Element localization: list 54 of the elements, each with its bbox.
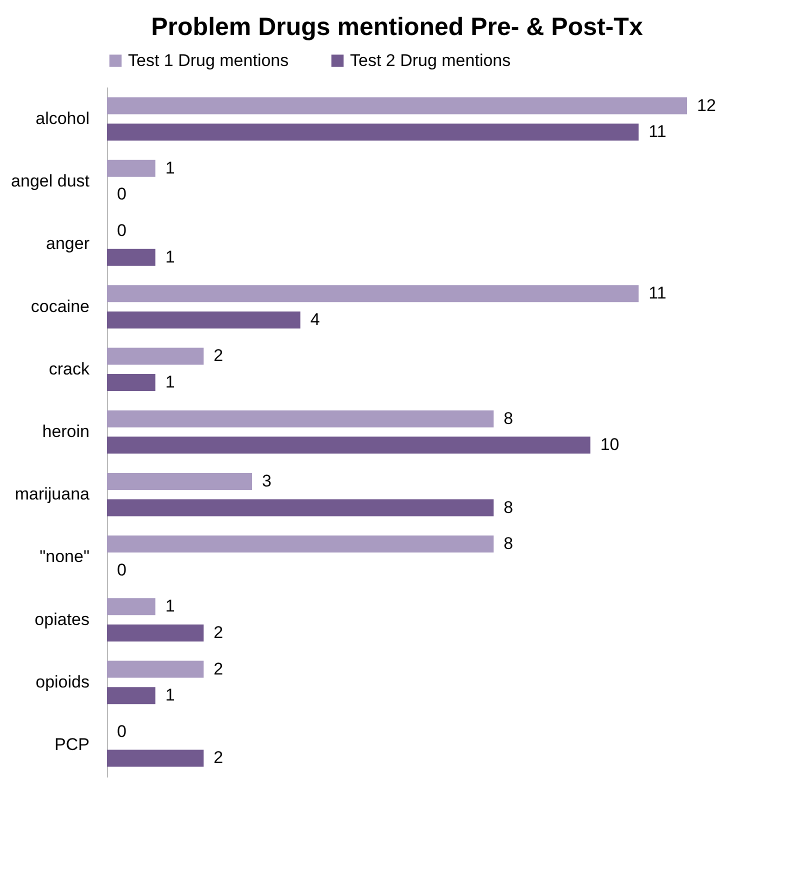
data-label: 2: [214, 346, 224, 366]
y-tick-label: PCP: [54, 735, 90, 754]
bar: [107, 374, 156, 392]
data-label: 12: [697, 96, 716, 115]
bar: [107, 311, 300, 328]
y-tick-label: alcohol: [36, 108, 90, 128]
data-label: 11: [648, 122, 666, 142]
bar: [107, 97, 687, 114]
bar: [107, 750, 204, 767]
bar: [107, 624, 204, 642]
data-label: 8: [504, 534, 514, 554]
data-label: 3: [262, 471, 272, 490]
bar: [107, 598, 156, 616]
bar: [107, 687, 156, 704]
y-tick-label: "none": [40, 547, 90, 566]
legend-label: Test 2 Drug mentions: [350, 50, 511, 70]
data-label: 0: [117, 220, 126, 240]
bar: [107, 124, 639, 141]
bar: [107, 536, 494, 553]
data-label: 1: [165, 686, 175, 705]
bar: [107, 660, 204, 678]
data-label: 0: [117, 722, 126, 741]
legend-label: Test 1 Drug mentions: [128, 50, 289, 70]
chart-title: Problem Drugs mentioned Pre- & Post-Tx: [151, 13, 643, 41]
y-tick-label: crack: [48, 359, 90, 378]
bar: [107, 160, 156, 177]
data-label: 2: [214, 623, 224, 642]
data-label: 10: [600, 435, 620, 454]
data-label: 1: [165, 247, 175, 266]
bar: [107, 348, 204, 365]
y-tick-label: opioids: [36, 672, 90, 692]
y-tick-label: marijuana: [14, 484, 90, 504]
y-tick-label: anger: [46, 234, 90, 254]
bar: [107, 410, 494, 428]
data-label: 1: [165, 158, 175, 178]
data-label: 0: [117, 560, 126, 580]
data-label: 8: [504, 498, 514, 517]
bar: [107, 248, 156, 266]
data-label: 2: [214, 748, 224, 768]
data-label: 11: [648, 284, 666, 303]
bar: [107, 499, 494, 516]
data-label: 1: [165, 372, 175, 392]
y-tick-label: opiates: [34, 610, 90, 629]
data-label: 4: [310, 310, 320, 329]
data-label: 0: [117, 184, 126, 204]
y-tick-label: heroin: [42, 422, 90, 441]
y-tick-label: angel dust: [11, 172, 90, 191]
data-label: 8: [504, 408, 514, 428]
bar: [107, 472, 252, 490]
bar: [107, 285, 639, 302]
data-label: 2: [214, 659, 224, 678]
y-tick-label: cocaine: [30, 296, 90, 316]
data-label: 1: [165, 596, 175, 616]
bar: [107, 436, 590, 454]
